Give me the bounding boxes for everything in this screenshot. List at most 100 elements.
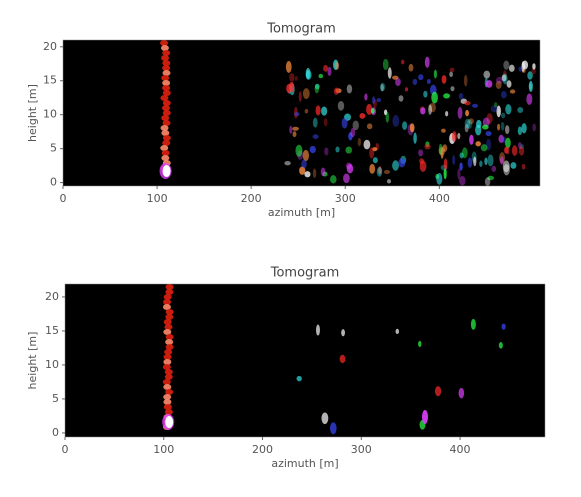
tomogram-feature xyxy=(475,141,481,147)
tomogram-feature xyxy=(366,103,373,115)
tomogram-feature xyxy=(346,84,353,94)
tomogram-feature xyxy=(418,74,424,81)
tomogram-feature xyxy=(162,379,171,385)
tomogram-feature xyxy=(392,115,400,127)
tomogram-feature xyxy=(372,96,376,105)
tomogram-feature xyxy=(161,115,170,121)
tomogram-feature xyxy=(458,387,465,399)
tomogram-feature xyxy=(518,146,525,156)
tomogram-feature xyxy=(495,80,502,89)
tomogram-feature xyxy=(352,120,359,131)
tomogram-feature xyxy=(443,158,448,171)
tomogram-feature xyxy=(459,152,464,159)
x-tick-label: 300 xyxy=(335,192,356,205)
tomogram-feature xyxy=(350,127,356,138)
tomogram-feature xyxy=(376,98,382,103)
x-axis-label: azimuth [m] xyxy=(271,457,338,470)
tomogram-feature xyxy=(464,118,471,129)
tomogram-feature xyxy=(165,416,174,428)
plot-frame xyxy=(62,39,541,187)
tomogram-feature xyxy=(162,85,171,91)
y-axis-label: height [m] xyxy=(26,332,39,390)
tomogram-feature xyxy=(521,123,527,134)
tomogram-feature xyxy=(442,144,448,152)
tomogram-feature xyxy=(464,124,469,133)
tomogram-feature xyxy=(301,159,307,169)
tomogram-feature xyxy=(532,63,536,70)
tomogram-feature xyxy=(526,93,533,105)
tomogram-feature xyxy=(449,71,453,78)
tomogram-feature xyxy=(434,386,442,397)
tomogram-feature xyxy=(502,160,510,173)
tomogram-feature xyxy=(372,147,378,152)
tomogram-feature xyxy=(299,166,306,175)
tomogram-feature xyxy=(441,128,446,133)
tomogram-feature xyxy=(162,364,171,370)
tomogram-feature xyxy=(426,78,431,84)
tomogram-feature xyxy=(335,61,340,70)
tomogram-feature xyxy=(392,160,399,171)
tomogram-feature xyxy=(505,104,512,115)
tomogram-feature xyxy=(164,409,173,415)
tomogram-feature xyxy=(335,146,340,153)
tomogram-feature xyxy=(163,329,172,335)
tomogram-feature xyxy=(459,176,466,186)
tomogram-feature xyxy=(304,171,311,178)
tomogram-feature xyxy=(339,354,346,364)
tomogram-feature xyxy=(165,334,174,340)
tomogram-feature xyxy=(479,160,483,167)
x-tick-label: 0 xyxy=(62,443,69,456)
tomogram-feature xyxy=(506,80,512,88)
tomogram-feature xyxy=(162,65,171,71)
tomogram-feature xyxy=(431,91,438,104)
tomogram-feature xyxy=(500,121,505,131)
tomogram-feature xyxy=(433,69,437,79)
tomogram-feature xyxy=(162,120,171,126)
tomogram-feature xyxy=(164,369,173,375)
tomogram-feature xyxy=(443,168,447,180)
tomogram-feature xyxy=(380,83,384,92)
tomogram-feature xyxy=(487,175,495,181)
tomogram-feature xyxy=(458,93,464,100)
tomogram-feature xyxy=(333,87,339,95)
tomogram-feature xyxy=(162,165,171,177)
tomogram-feature xyxy=(161,155,170,161)
tomogram-feature xyxy=(483,70,491,79)
tomogram-feature xyxy=(294,75,299,81)
tomogram-feature xyxy=(450,86,455,92)
tomogram-feature xyxy=(499,156,504,165)
tomogram-feature xyxy=(309,145,316,154)
y-tick-label: 5 xyxy=(52,392,59,405)
tomogram-feature xyxy=(372,157,378,164)
chart-title: Tomogram xyxy=(270,266,340,281)
tomogram-feature xyxy=(302,88,310,100)
tomogram-feature xyxy=(461,147,468,159)
tomogram-feature xyxy=(501,90,507,99)
tomogram-feature xyxy=(320,167,326,177)
tomogram-feature xyxy=(484,157,488,166)
tomogram-feature xyxy=(398,158,406,168)
tomogram-feature xyxy=(315,105,321,116)
tomogram-feature xyxy=(304,108,309,114)
tomogram-feature xyxy=(382,58,389,71)
tomogram-feature xyxy=(369,163,376,174)
tomogram-feature xyxy=(160,45,169,51)
tomogram-feature xyxy=(163,404,172,410)
tomogram-feature xyxy=(162,90,171,96)
tomogram-feature xyxy=(502,73,508,85)
tomogram-feature xyxy=(413,132,417,144)
tomogram-feature xyxy=(482,117,490,127)
y-tick-label: 10 xyxy=(43,108,57,121)
tomogram-feature xyxy=(468,118,474,125)
tomogram-feature xyxy=(162,80,171,86)
tomogram-feature xyxy=(473,156,477,167)
tomogram-feature xyxy=(466,119,473,130)
tomogram-feature xyxy=(373,99,377,109)
y-tick-label: 20 xyxy=(43,40,57,53)
tomogram-feature xyxy=(163,294,172,300)
tomogram-feature xyxy=(161,55,170,61)
tomogram-feature xyxy=(376,166,383,177)
tomogram-feature xyxy=(476,119,482,129)
x-tick-label: 400 xyxy=(429,192,450,205)
